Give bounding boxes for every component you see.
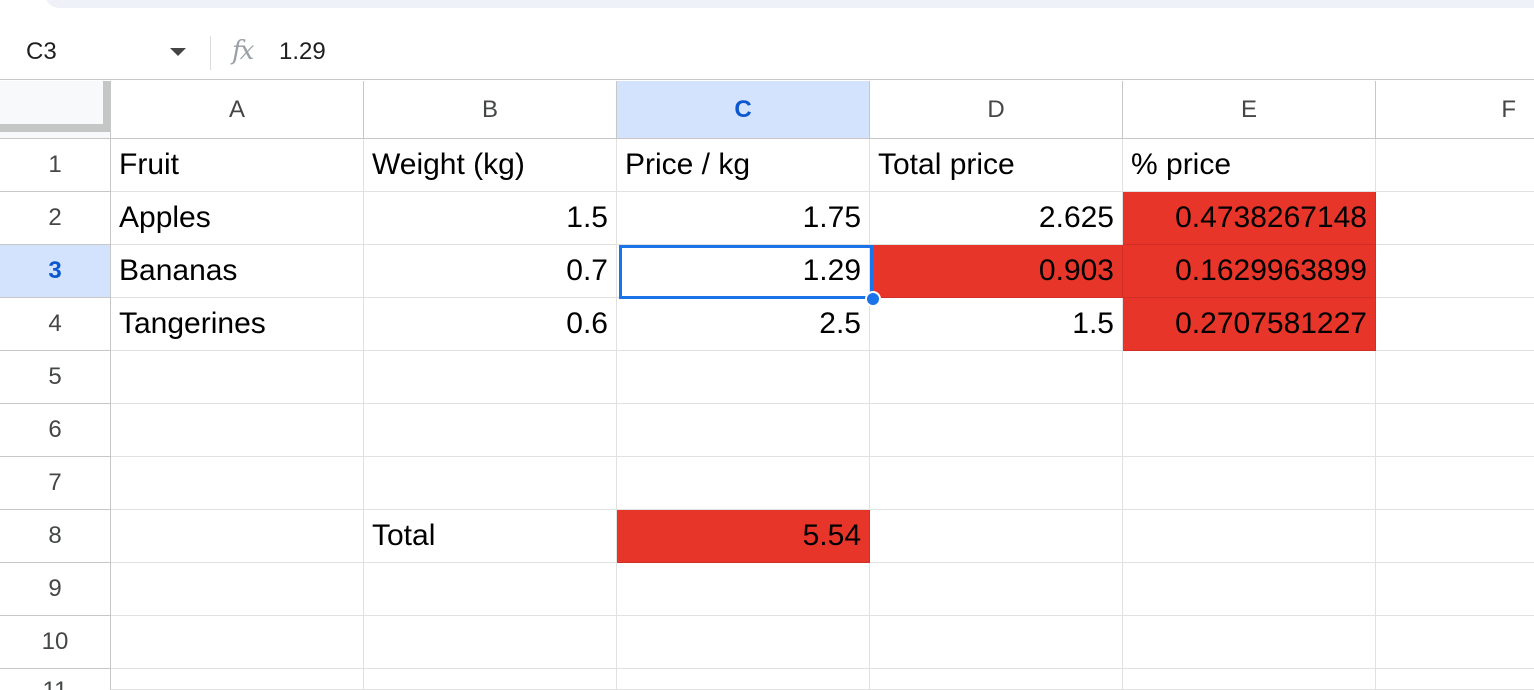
cell-a2[interactable]: Apples xyxy=(111,192,364,245)
cell-c8[interactable]: 5.54 xyxy=(617,510,870,563)
cell-e5[interactable] xyxy=(1123,351,1376,404)
cell-e11[interactable] xyxy=(1123,669,1376,690)
cell-f8[interactable] xyxy=(1376,510,1534,563)
row-header-10[interactable]: 10 xyxy=(0,616,111,669)
cell-e8[interactable] xyxy=(1123,510,1376,563)
column-header-c[interactable]: C xyxy=(617,81,870,139)
cell-d2[interactable]: 2.625 xyxy=(870,192,1123,245)
cell-b6[interactable] xyxy=(364,404,617,457)
row-header-6[interactable]: 6 xyxy=(0,404,111,457)
cell-f6[interactable] xyxy=(1376,404,1534,457)
frozen-column-divider[interactable] xyxy=(103,81,111,131)
cell-d11[interactable] xyxy=(870,669,1123,690)
cell-b4[interactable]: 0.6 xyxy=(364,298,617,351)
name-box-dropdown-icon[interactable] xyxy=(170,48,186,56)
cell-f2[interactable] xyxy=(1376,192,1534,245)
cell-d3[interactable]: 0.903 xyxy=(870,245,1123,298)
cell-a3[interactable]: Bananas xyxy=(111,245,364,298)
cell-a4[interactable]: Tangerines xyxy=(111,298,364,351)
cell-c7[interactable] xyxy=(617,457,870,510)
cell-e2[interactable]: 0.4738267148 xyxy=(1123,192,1376,245)
cell-c6[interactable] xyxy=(617,404,870,457)
cell-f7[interactable] xyxy=(1376,457,1534,510)
cell-b11[interactable] xyxy=(364,669,617,690)
cell-a11[interactable] xyxy=(111,669,364,690)
cell-b8[interactable]: Total xyxy=(364,510,617,563)
cell-e10[interactable] xyxy=(1123,616,1376,669)
cell-a6[interactable] xyxy=(111,404,364,457)
cell-d6[interactable] xyxy=(870,404,1123,457)
cell-b1[interactable]: Weight (kg) xyxy=(364,139,617,192)
row-header-9[interactable]: 9 xyxy=(0,563,111,616)
fx-icon: fx xyxy=(232,36,254,66)
cell-d4[interactable]: 1.5 xyxy=(870,298,1123,351)
cell-d8[interactable] xyxy=(870,510,1123,563)
cell-c4[interactable]: 2.5 xyxy=(617,298,870,351)
row-header-4[interactable]: 4 xyxy=(0,298,111,351)
cell-d5[interactable] xyxy=(870,351,1123,404)
cell-a10[interactable] xyxy=(111,616,364,669)
cell-d1[interactable]: Total price xyxy=(870,139,1123,192)
cell-f10[interactable] xyxy=(1376,616,1534,669)
frozen-row-divider[interactable] xyxy=(0,124,111,132)
toolbar-background xyxy=(45,0,1534,8)
row-header-8[interactable]: 8 xyxy=(0,510,111,563)
toolbar-strip xyxy=(0,0,1534,24)
cell-c5[interactable] xyxy=(617,351,870,404)
cell-b10[interactable] xyxy=(364,616,617,669)
column-header-f-label: F xyxy=(1501,95,1516,123)
cell-d9[interactable] xyxy=(870,563,1123,616)
cell-c9[interactable] xyxy=(617,563,870,616)
cell-c2[interactable]: 1.75 xyxy=(617,192,870,245)
row-header-2[interactable]: 2 xyxy=(0,192,111,245)
cell-e9[interactable] xyxy=(1123,563,1376,616)
cell-f9[interactable] xyxy=(1376,563,1534,616)
cell-a1[interactable]: Fruit xyxy=(111,139,364,192)
name-box[interactable]: C3 xyxy=(26,38,57,65)
formula-bar-divider xyxy=(210,36,211,70)
column-header-a[interactable]: A xyxy=(111,81,364,139)
row-header-1[interactable]: 1 xyxy=(0,139,111,192)
row-header-7[interactable]: 7 xyxy=(0,457,111,510)
cell-a8[interactable] xyxy=(111,510,364,563)
cell-e1[interactable]: % price xyxy=(1123,139,1376,192)
cell-d10[interactable] xyxy=(870,616,1123,669)
cell-f5[interactable] xyxy=(1376,351,1534,404)
cell-b7[interactable] xyxy=(364,457,617,510)
fill-handle[interactable] xyxy=(865,291,881,307)
cell-b5[interactable] xyxy=(364,351,617,404)
cell-b9[interactable] xyxy=(364,563,617,616)
cell-f11[interactable] xyxy=(1376,669,1534,690)
cell-c1[interactable]: Price / kg xyxy=(617,139,870,192)
row-header-11[interactable]: 11 xyxy=(0,669,111,690)
cell-e4[interactable]: 0.2707581227 xyxy=(1123,298,1376,351)
cell-c3[interactable]: 1.29 xyxy=(617,245,870,298)
cell-b3[interactable]: 0.7 xyxy=(364,245,617,298)
column-header-d[interactable]: D xyxy=(870,81,1123,139)
cell-c10[interactable] xyxy=(617,616,870,669)
cell-e6[interactable] xyxy=(1123,404,1376,457)
cell-c11[interactable] xyxy=(617,669,870,690)
cell-e3[interactable]: 0.1629963899 xyxy=(1123,245,1376,298)
cell-a5[interactable] xyxy=(111,351,364,404)
cell-f4[interactable] xyxy=(1376,298,1534,351)
row-header-3[interactable]: 3 xyxy=(0,245,111,298)
column-header-f[interactable]: F xyxy=(1376,81,1534,139)
column-header-e[interactable]: E xyxy=(1123,81,1376,139)
cell-f3[interactable] xyxy=(1376,245,1534,298)
formula-input[interactable]: 1.29 xyxy=(279,38,326,65)
row-header-5[interactable]: 5 xyxy=(0,351,111,404)
cell-a9[interactable] xyxy=(111,563,364,616)
formula-bar: C3 fx 1.29 xyxy=(0,24,1534,80)
cell-e7[interactable] xyxy=(1123,457,1376,510)
column-header-b[interactable]: B xyxy=(364,81,617,139)
cell-b2[interactable]: 1.5 xyxy=(364,192,617,245)
cell-f1[interactable] xyxy=(1376,139,1534,192)
cell-d7[interactable] xyxy=(870,457,1123,510)
cell-a7[interactable] xyxy=(111,457,364,510)
